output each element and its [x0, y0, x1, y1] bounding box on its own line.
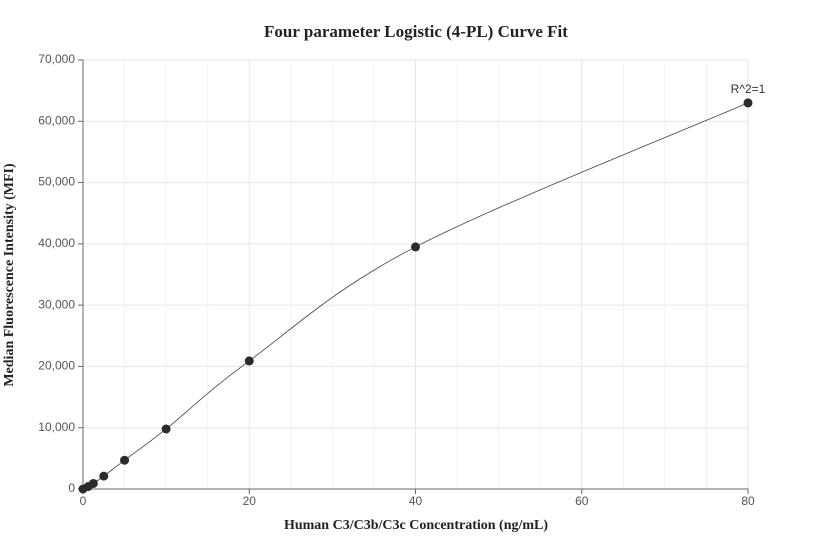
- chart-title: Four parameter Logistic (4-PL) Curve Fit: [264, 22, 568, 41]
- data-point: [120, 455, 130, 465]
- y-tick-label: 60,000: [38, 113, 75, 127]
- y-tick-label: 40,000: [38, 236, 75, 250]
- x-tick-label: 0: [80, 494, 87, 508]
- y-tick-label: 50,000: [38, 175, 75, 189]
- x-tick-label: 60: [575, 494, 589, 508]
- data-point: [99, 471, 109, 481]
- y-axis-label: Median Fluorescence Intensity (MFI): [2, 163, 17, 387]
- data-point: [244, 356, 254, 366]
- y-tick-label: 10,000: [38, 420, 75, 434]
- data-point: [411, 242, 420, 252]
- y-tick-label: 0: [68, 481, 75, 495]
- y-tick-label: 30,000: [38, 297, 75, 311]
- x-tick-label: 40: [409, 494, 423, 508]
- data-point: [161, 424, 171, 434]
- x-axis-label: Human C3/C3b/C3c Concentration (ng/mL): [284, 518, 548, 533]
- x-tick-label: 20: [243, 494, 257, 508]
- data-point: [743, 98, 753, 108]
- y-tick-label: 70,000: [38, 52, 75, 66]
- x-tick-label: 80: [741, 494, 755, 508]
- data-point: [88, 478, 98, 488]
- y-tick-label: 20,000: [38, 359, 75, 373]
- annotation: R^2=1: [731, 82, 766, 96]
